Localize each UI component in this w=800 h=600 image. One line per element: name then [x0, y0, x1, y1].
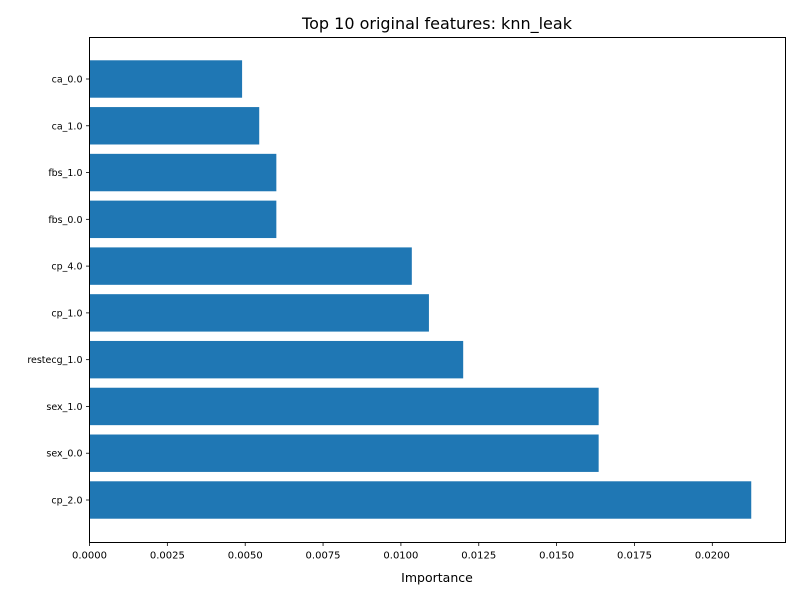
x-axis-label: Importance [401, 570, 473, 585]
category-label: ca_1.0 [52, 121, 83, 132]
bar-fbs_0.0 [89, 200, 277, 239]
category-label: cp_4.0 [51, 262, 82, 273]
bar-fbs_1.0 [89, 153, 277, 192]
bars-group [89, 60, 752, 519]
category-label: sex_1.0 [46, 402, 82, 413]
bar-sex_0.0 [89, 434, 599, 472]
category-label: sex_0.0 [46, 449, 82, 460]
x-tick-label: 0.0150 [539, 551, 574, 562]
x-ticks: 0.0000 0.0025 0.0050 0.0075 0.0100 0.0125 0.01… [72, 542, 730, 562]
x-tick-label: 0.0075 [306, 551, 341, 562]
x-tick-label: 0.0050 [228, 551, 263, 562]
bar-cp_4.0 [89, 247, 412, 285]
category-labels: ca_0.0 ca_1.0 fbs_1.0 fbs_0.0 cp_4.0 cp_1.0re… [27, 75, 90, 507]
category-label: cp_1.0 [51, 308, 82, 319]
bar-ca_0.0 [89, 60, 243, 98]
x-tick-label: 0.0200 [695, 551, 730, 562]
bar-cp_2.0 [89, 481, 752, 519]
chart-title: Top 10 original features: knn_leak [301, 14, 573, 34]
bar-cp_1.0 [89, 294, 429, 332]
category-label: ca_0.0 [52, 75, 83, 86]
category-label: fbs_0.0 [48, 215, 82, 226]
x-tick-label: 0.0000 [72, 551, 107, 562]
plot-frame [89, 37, 786, 543]
x-tick-label: 0.0025 [150, 551, 185, 562]
bar-ca_1.0 [89, 107, 260, 145]
x-tick-label: 0.0125 [461, 551, 496, 562]
category-label: cp_2.0 [51, 496, 82, 507]
x-tick-label: 0.0100 [383, 551, 418, 562]
category-label: fbs_1.0 [48, 168, 82, 179]
bar-sex_1.0 [89, 387, 599, 426]
category-label: restecg_1.0 [27, 355, 82, 366]
bar-restecg_1.0 [89, 340, 464, 379]
x-tick-label: 0.0175 [617, 551, 652, 562]
